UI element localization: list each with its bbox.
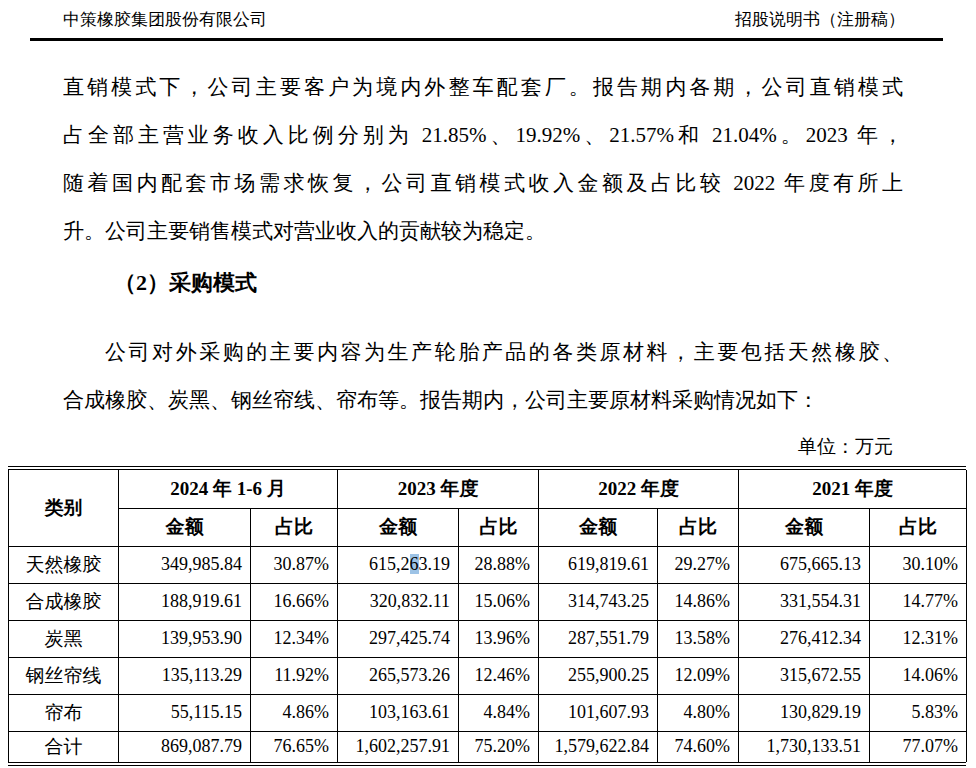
paragraph-direct-sales: 直销模式下，公司主要客户为境内外整车配套厂。报告期内各期，公司直销模式 占全部主… (63, 63, 903, 255)
value-cell: 14.86% (658, 583, 739, 620)
category-cell: 炭黑 (9, 620, 119, 657)
value-cell: 331,554.31 (739, 583, 870, 620)
value-cell: 75.20% (459, 731, 539, 762)
category-cell: 天然橡胶 (9, 546, 119, 583)
value-cell: 4.80% (658, 694, 739, 731)
category-cell: 合成橡胶 (9, 583, 119, 620)
value-cell: 135,113.29 (119, 657, 251, 694)
value-cell: 12.46% (459, 657, 539, 694)
value-cell: 619,819.61 (539, 546, 658, 583)
table-row: 合成橡胶188,919.6116.66%320,832.1115.06%314,… (9, 583, 967, 620)
category-cell: 钢丝帘线 (9, 657, 119, 694)
paragraph-line: 直销模式下，公司主要客户为境内外整车配套厂。报告期内各期，公司直销模式 (63, 63, 903, 111)
value-cell: 1,602,257.91 (338, 731, 459, 762)
table-header-amount: 金额 (119, 508, 251, 546)
value-cell: 12.31% (870, 620, 967, 657)
value-cell: 5.83% (870, 694, 967, 731)
table-header-period-2024h1: 2024 年 1-6 月 (119, 470, 338, 508)
table-header-period-2023: 2023 年度 (338, 470, 539, 508)
value-cell: 314,743.25 (539, 583, 658, 620)
section-heading-procurement-model: （2）采购模式 (114, 266, 257, 300)
value-cell: 1,579,622.84 (539, 731, 658, 762)
page-header: 中策橡胶集团股份有限公司 招股说明书（注册稿） (30, 6, 943, 41)
value-cell: 30.87% (251, 546, 338, 583)
table-row: 钢丝帘线135,113.2911.92%265,573.2612.46%255,… (9, 657, 967, 694)
value-cell: 13.58% (658, 620, 739, 657)
value-cell: 12.09% (658, 657, 739, 694)
table-header-proportion: 占比 (251, 508, 338, 546)
value-cell: 29.27% (658, 546, 739, 583)
table-total-row: 合计869,087.7976.65%1,602,257.9175.20%1,57… (9, 731, 967, 762)
value-cell: 55,115.15 (119, 694, 251, 731)
value-cell: 103,163.61 (338, 694, 459, 731)
value-cell: 14.77% (870, 583, 967, 620)
value-cell: 30.10% (870, 546, 967, 583)
table-header-amount: 金额 (739, 508, 870, 546)
table-header-period-2021: 2021 年度 (739, 470, 967, 508)
unit-label: 单位：万元 (798, 434, 893, 460)
value-cell: 74.60% (658, 731, 739, 762)
value-cell: 265,573.26 (338, 657, 459, 694)
header-company-name: 中策橡胶集团股份有限公司 (63, 8, 267, 31)
raw-materials-purchase-table: 类别 2024 年 1-6 月 2023 年度 2022 年度 2021 年度 … (8, 466, 966, 766)
purchase-table-body: 天然橡胶349,985.8430.87%615,263.1928.88%619,… (9, 546, 967, 762)
paragraph-line: 合成橡胶、炭黑、钢丝帘线、帘布等。报告期内，公司主要原材料采购情况如下： (63, 376, 903, 424)
value-cell: 188,919.61 (119, 583, 251, 620)
value-cell: 13.96% (459, 620, 539, 657)
document-page: 中策橡胶集团股份有限公司 招股说明书（注册稿） 直销模式下，公司主要客户为境内外… (0, 0, 976, 768)
value-cell: 297,425.74 (338, 620, 459, 657)
value-cell: 287,551.79 (539, 620, 658, 657)
paragraph-line: 公司对外采购的主要内容为生产轮胎产品的各类原材料，主要包括天然橡胶、 (63, 328, 903, 376)
value-cell: 869,087.79 (119, 731, 251, 762)
value-cell: 101,607.93 (539, 694, 658, 731)
value-cell: 28.88% (459, 546, 539, 583)
table-header-period-2022: 2022 年度 (539, 470, 739, 508)
value-cell: 16.66% (251, 583, 338, 620)
table-row: 帘布55,115.154.86%103,163.614.84%101,607.9… (9, 694, 967, 731)
table-header-amount: 金额 (539, 508, 658, 546)
paragraph-procurement: 公司对外采购的主要内容为生产轮胎产品的各类原材料，主要包括天然橡胶、 合成橡胶、… (63, 328, 903, 424)
value-cell: 315,672.55 (739, 657, 870, 694)
value-cell: 255,900.25 (539, 657, 658, 694)
value-cell: 15.06% (459, 583, 539, 620)
table-header-proportion: 占比 (870, 508, 967, 546)
value-cell: 349,985.84 (119, 546, 251, 583)
value-cell: 130,829.19 (739, 694, 870, 731)
value-cell: 76.65% (251, 731, 338, 762)
category-cell: 合计 (9, 731, 119, 762)
value-cell: 11.92% (251, 657, 338, 694)
header-doc-title: 招股说明书（注册稿） (735, 8, 905, 31)
text-selection-highlight: 6 (410, 554, 419, 574)
table-header-category: 类别 (9, 470, 119, 546)
value-cell: 615,263.19 (338, 546, 459, 583)
table-header-proportion: 占比 (459, 508, 539, 546)
table-row: 炭黑139,953.9012.34%297,425.7413.96%287,55… (9, 620, 967, 657)
value-cell: 675,665.13 (739, 546, 870, 583)
table-header-amount: 金额 (338, 508, 459, 546)
category-cell: 帘布 (9, 694, 119, 731)
value-cell: 320,832.11 (338, 583, 459, 620)
paragraph-line: 随着国内配套市场需求恢复，公司直销模式收入金额及占比较 2022 年度有所上 (63, 159, 903, 207)
paragraph-line: 占全部主营业务收入比例分别为 21.85%、19.92%、21.57%和 21.… (63, 111, 903, 159)
paragraph-line: 升。公司主要销售模式对营业收入的贡献较为稳定。 (63, 207, 903, 255)
value-cell: 1,730,133.51 (739, 731, 870, 762)
table-header-proportion: 占比 (658, 508, 739, 546)
value-cell: 77.07% (870, 731, 967, 762)
value-cell: 139,953.90 (119, 620, 251, 657)
value-cell: 14.06% (870, 657, 967, 694)
value-cell: 12.34% (251, 620, 338, 657)
value-cell: 4.86% (251, 694, 338, 731)
value-cell: 276,412.34 (739, 620, 870, 657)
value-cell: 4.84% (459, 694, 539, 731)
table-row: 天然橡胶349,985.8430.87%615,263.1928.88%619,… (9, 546, 967, 583)
